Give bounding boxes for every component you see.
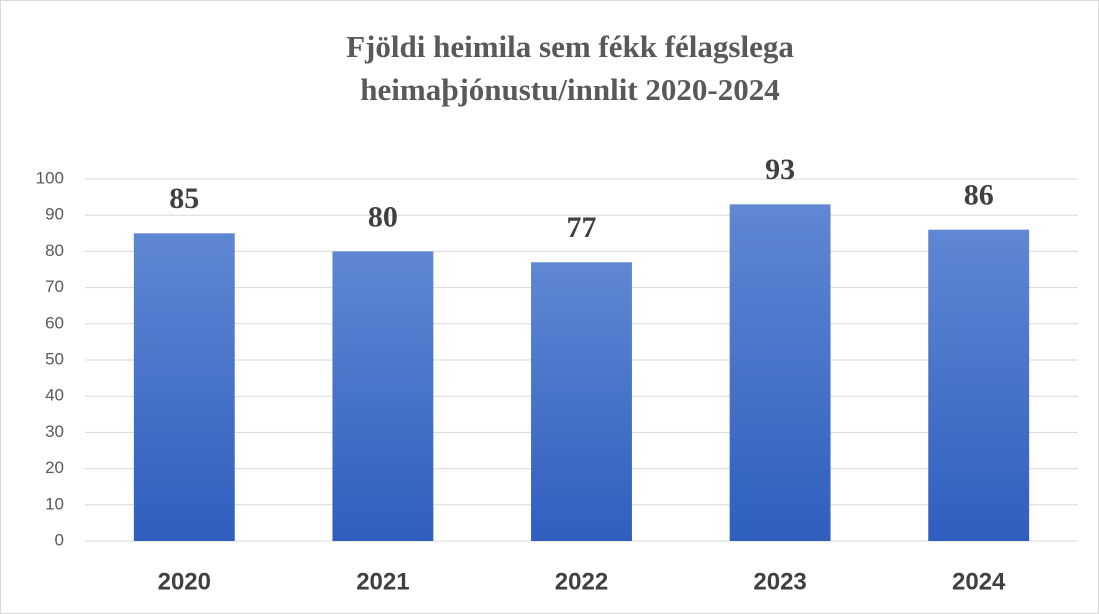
data-label: 77 [567, 211, 597, 244]
y-tick-label: 40 [45, 386, 64, 405]
y-tick-label: 10 [45, 494, 64, 513]
bar [531, 262, 632, 541]
chart-title: heimaþjónustu/innlit 2020-2024 [360, 72, 779, 107]
bar [928, 229, 1030, 541]
y-tick-label: 0 [55, 530, 64, 549]
bar [133, 233, 235, 542]
data-label: 80 [368, 200, 398, 233]
x-tick-label: 2024 [952, 568, 1006, 595]
x-tick-label: 2023 [753, 568, 806, 595]
y-tick-label: 50 [45, 349, 64, 368]
y-tick-label: 60 [45, 313, 64, 332]
y-tick-label: 70 [45, 277, 64, 296]
bar [729, 204, 831, 541]
y-tick-label: 100 [36, 168, 64, 187]
chart-title: Fjöldi heimila sem fékk félagslega [346, 29, 794, 64]
x-tick-label: 2020 [158, 568, 211, 595]
data-label: 93 [765, 153, 795, 186]
data-label: 86 [964, 179, 994, 212]
y-tick-label: 20 [45, 458, 64, 477]
y-tick-label: 80 [45, 241, 64, 260]
y-tick-label: 90 [45, 205, 64, 224]
x-tick-label: 2022 [555, 568, 608, 595]
bar [332, 251, 434, 541]
data-label: 85 [169, 182, 199, 215]
y-tick-label: 30 [45, 422, 64, 441]
x-tick-label: 2021 [356, 568, 409, 595]
